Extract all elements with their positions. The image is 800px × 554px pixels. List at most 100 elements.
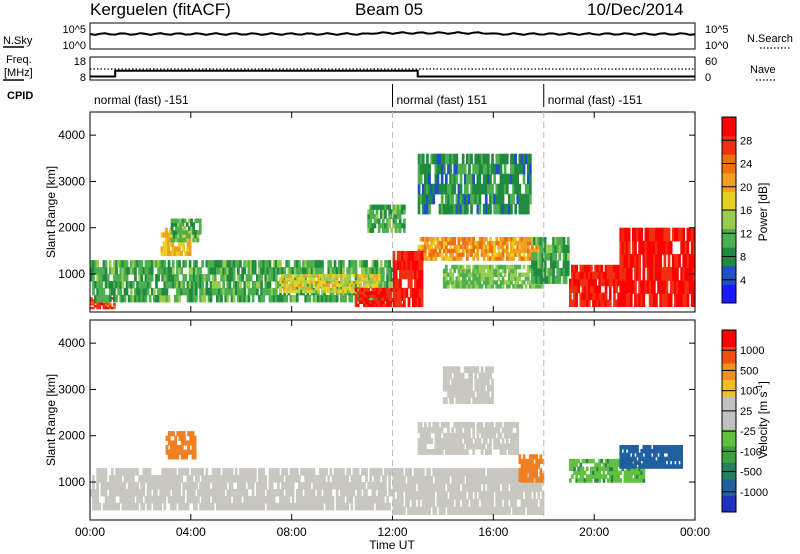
heatmap-cell [298,482,301,490]
heatmap-cell [375,468,379,476]
heatmap-cell [186,502,190,511]
heatmap-cell [170,218,174,223]
heatmap-cell [195,274,198,282]
heatmap-cell [232,475,236,483]
heatmap-cell [167,495,171,504]
heatmap-cell [356,489,360,497]
heatmap-cell [453,173,457,185]
heatmap-cell [396,278,400,289]
heatmap-cell [466,378,469,386]
heatmap-cell [566,267,570,277]
heatmap-cell [457,491,461,500]
heatmap-cell [529,264,532,270]
heatmap-cell [476,193,480,205]
heatmap-cell [487,366,490,374]
heatmap-cell [146,281,150,289]
heatmap-cell [382,502,385,511]
heatmap-cell [344,277,347,281]
heatmap-cell [468,248,471,254]
heatmap-cell [194,233,198,239]
heatmap-cell [472,256,475,261]
heatmap-cell [331,277,335,281]
heatmap-cell [510,491,513,500]
heatmap-cell [432,506,436,515]
heatmap-cell [615,299,618,307]
heatmap-cell [298,283,301,287]
noise-right-bottom-tick: 10^0 [705,40,729,52]
heatmap-cell [148,489,152,497]
heatmap-cell [520,463,524,469]
heatmap-cell [428,203,431,215]
heatmap-cell [285,277,289,281]
heatmap-cell [482,173,486,185]
heatmap-cell [363,502,366,511]
heatmap-cell [489,448,492,455]
heatmap-cell [419,163,423,175]
heatmap-cell [312,274,316,278]
heatmap-cell [550,244,553,253]
heatmap-cell [148,281,152,289]
heatmap-cell [640,464,644,469]
heatmap-cell [583,285,587,294]
heatmap-cell [102,502,106,511]
heatmap-cell [489,244,492,250]
heatmap-cell [325,283,328,287]
heatmap-cell [369,274,373,278]
heatmap-cell [493,268,496,274]
heatmap-cell [403,287,407,298]
heatmap-cell [461,448,465,455]
heatmap-cell [623,267,627,281]
heatmap-cell [499,173,503,185]
heatmap-cell [539,284,543,289]
heatmap-cell [419,248,423,254]
heatmap-cell [438,475,442,485]
heatmap-cell [489,272,492,277]
heatmap-cell [160,246,164,252]
heatmap-cell [306,260,310,268]
heatmap-cell [132,294,135,303]
heatmap-cell [181,237,185,243]
heatmap-cell [211,482,215,490]
heatmap-cell [279,475,282,483]
heatmap-cell [480,468,484,477]
heatmap-cell [484,475,488,485]
heatmap-cell [174,440,178,446]
heatmap-cell [293,280,297,284]
heatmap-cell [177,226,180,231]
heatmap-cell [569,478,572,483]
heatmap-cell [487,240,490,246]
heatmap-cell [123,287,127,296]
heatmap-cell [169,454,173,460]
heatmap-cell [418,250,422,261]
heatmap-cell [457,421,461,428]
heatmap-cell [438,252,442,257]
heatmap-cell [518,472,522,478]
heatmap-cell [463,183,467,195]
heatmap-cell [621,264,625,273]
heatmap-cell [192,222,196,227]
heatmap-cell [449,443,452,450]
heatmap-cell [499,475,503,485]
heatmap-cell [171,475,175,483]
heatmap-cell [157,502,160,511]
heatmap-cell [457,183,461,195]
heatmap-cell [508,268,511,274]
heatmap-cell [478,237,482,242]
heatmap-cell [445,252,448,257]
heatmap-cell [113,489,116,497]
heatmap-cell [216,287,219,296]
heatmap-cell [421,163,425,175]
heatmap-cell [516,276,520,281]
heatmap-cell [96,294,99,303]
heatmap-cell [352,274,356,278]
heatmap-cell [472,468,475,477]
heatmap-cell [358,287,362,292]
heatmap-cell [260,475,263,483]
heatmap-cell [476,397,480,404]
heatmap-cell [646,452,650,458]
heatmap-cell [667,227,671,242]
heatmap-cell [438,491,442,500]
heatmap-cell [432,448,436,455]
heatmap-cell [472,427,475,434]
